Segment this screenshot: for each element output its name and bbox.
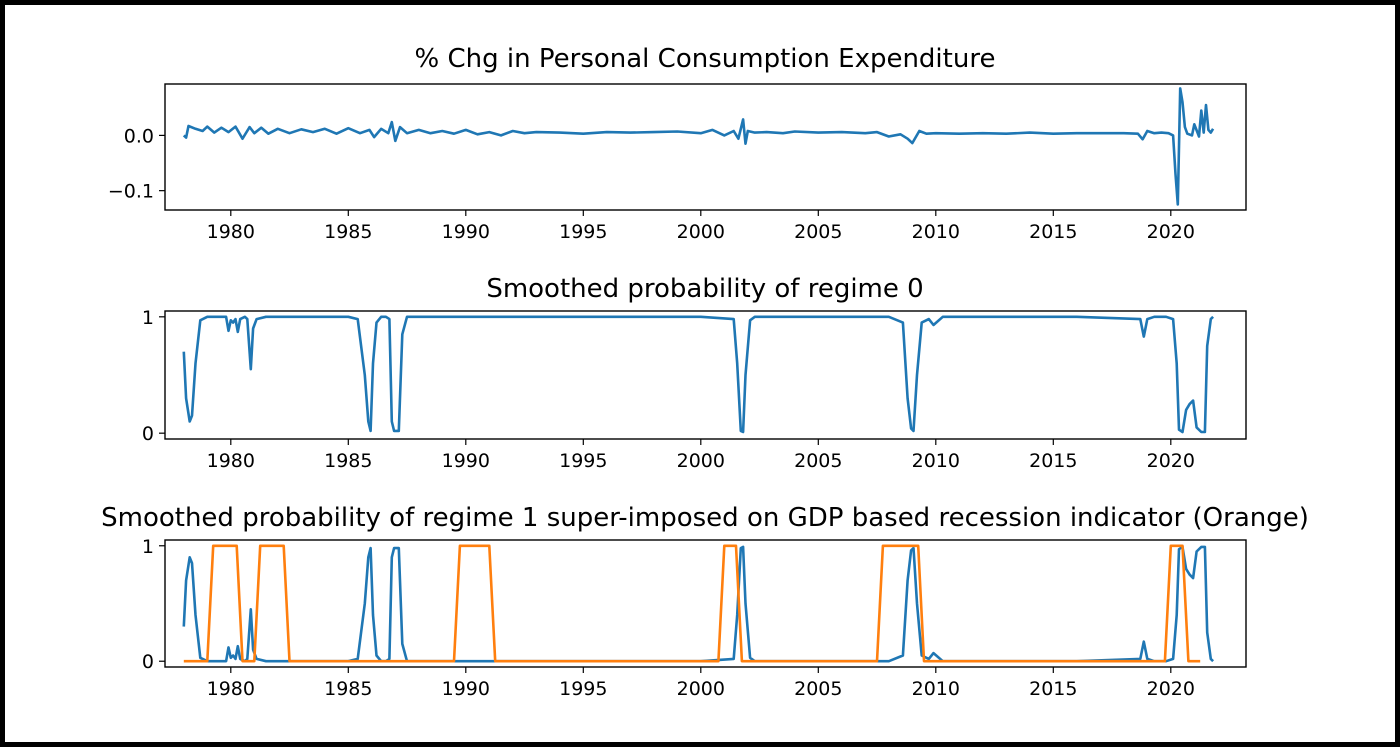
- x-tick-label: 2015: [1029, 221, 1077, 243]
- axes-frame: [164, 83, 1247, 211]
- axes-frame: [164, 539, 1247, 668]
- subplot-title: % Chg in Personal Consumption Expenditur…: [415, 44, 996, 74]
- x-tick-label: 1980: [207, 450, 255, 472]
- y-tick-label: 0: [142, 423, 154, 445]
- x-tick-label: 1990: [442, 678, 490, 700]
- x-tick-label: 2000: [677, 450, 725, 472]
- x-tick-label: 2020: [1147, 678, 1195, 700]
- series-line-0: [182, 315, 1215, 434]
- x-tick-label: 1985: [324, 221, 372, 243]
- x-tick-label: 2005: [794, 678, 842, 700]
- x-tick-label: 2005: [794, 450, 842, 472]
- series-line-0: [182, 87, 1215, 206]
- x-tick-label: 1990: [442, 450, 490, 472]
- x-tick-label: 1985: [324, 678, 372, 700]
- x-tick-label: 2010: [912, 678, 960, 700]
- plot-area-pce-change: 1980 1985 1990 1995 2000 2005 2010 2015 2020 0.0 −…: [108, 83, 1247, 243]
- series-line-1: [183, 544, 1201, 663]
- plot-area-regime-1: 1980 1985 1990 1995 2000 2005 2010 2015 2020 0 1: [142, 536, 1247, 700]
- x-tick-label: 1995: [559, 678, 607, 700]
- subplot-pce-change: % Chg in Personal Consumption Expenditur…: [108, 44, 1247, 243]
- x-tick-label: 2000: [677, 221, 725, 243]
- y-tick-label: 0: [142, 651, 154, 673]
- subplot-title: Smoothed probability of regime 0: [486, 274, 923, 304]
- x-tick-label: 2020: [1147, 221, 1195, 243]
- x-tick-label: 1990: [442, 221, 490, 243]
- subplot-regime-1: Smoothed probability of regime 1 super-i…: [101, 503, 1309, 700]
- series-line-0: [182, 545, 1215, 663]
- y-tick-label: 1: [142, 536, 154, 558]
- y-tick-label: −0.1: [108, 181, 154, 203]
- x-tick-label: 1980: [207, 221, 255, 243]
- x-tick-label: 1995: [559, 450, 607, 472]
- axes-frame: [164, 310, 1247, 440]
- x-tick-label: 1980: [207, 678, 255, 700]
- x-tick-label: 2010: [912, 221, 960, 243]
- x-tick-label: 2020: [1147, 450, 1195, 472]
- subplot-title: Smoothed probability of regime 1 super-i…: [101, 503, 1309, 533]
- x-tick-label: 2005: [794, 221, 842, 243]
- y-tick-label: 1: [142, 307, 154, 329]
- x-tick-label: 1985: [324, 450, 372, 472]
- subplot-regime-0: Smoothed probability of regime 0 1980 198…: [142, 274, 1247, 472]
- x-tick-label: 2015: [1029, 450, 1077, 472]
- x-tick-label: 1995: [559, 221, 607, 243]
- x-tick-label: 2000: [677, 678, 725, 700]
- plot-area-regime-0: 1980 1985 1990 1995 2000 2005 2010 2015 2020 0 1: [142, 307, 1247, 472]
- x-tick-label: 2010: [912, 450, 960, 472]
- x-tick-label: 2015: [1029, 678, 1077, 700]
- y-tick-label: 0.0: [124, 125, 154, 147]
